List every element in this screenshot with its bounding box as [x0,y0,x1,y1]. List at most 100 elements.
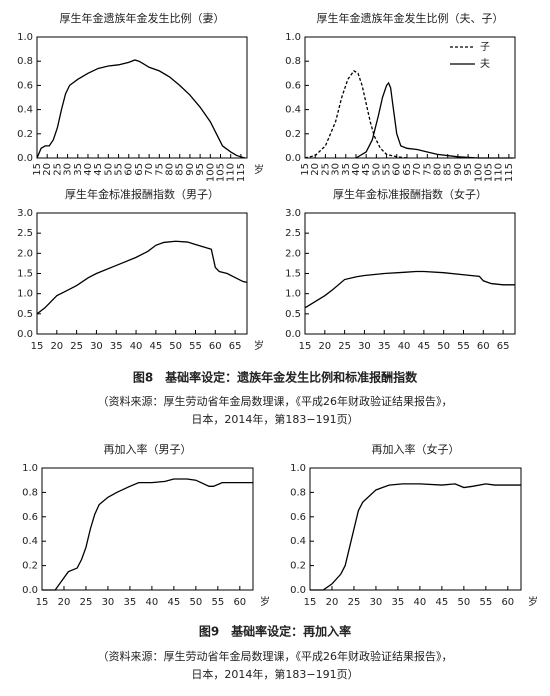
x-tick-label: 35 [378,341,391,352]
y-tick-label: 0.0 [285,329,301,340]
y-tick-label: 0.0 [22,585,38,596]
y-tick-label: 0.0 [290,585,306,596]
y-tick-label: 2.0 [17,248,33,259]
x-tick-label: 45 [93,163,104,176]
x-tick-label: 60 [233,597,246,608]
plot-frame [304,36,516,159]
x-tick-label: 95 [463,163,474,176]
x-tick-label: 60 [392,163,403,176]
x-tick-label: 55 [211,597,224,608]
x-tick-label: 15 [31,341,44,352]
plot-frame [304,212,516,335]
y-tick-label: 0.2 [17,129,33,140]
x-tick-label: 25 [320,163,331,176]
x-tick-label: 15 [299,341,312,352]
y-tick-label: 0.2 [285,129,301,140]
x-tick-label: 35 [341,163,352,176]
x-tick-label: 30 [90,341,103,352]
x-tick-label: 45 [168,597,181,608]
x-tick-label: 75 [154,163,165,176]
chart-title: 再加入率（男子） [104,442,192,456]
y-tick-label: 0.0 [17,329,33,340]
x-tick-label: 40 [351,163,362,176]
x-tick-label: 110 [226,163,237,182]
x-tick-label: 50 [103,163,114,176]
x-axis-label: 岁 [254,339,264,352]
x-tick-label: 35 [124,597,137,608]
figure-source: 日本，2014年，第183−191页） [191,412,358,426]
x-tick-label: 65 [497,341,510,352]
x-tick-label: 80 [165,163,176,176]
y-tick-label: 0.8 [17,56,33,67]
x-tick-label: 15 [300,163,311,176]
x-tick-label: 70 [412,163,423,176]
x-tick-label: 55 [457,341,470,352]
y-tick-label: 3.0 [17,208,33,219]
plot-frame [41,467,254,591]
x-tick-label: 40 [130,341,143,352]
y-tick-label: 0.6 [17,80,33,91]
y-tick-label: 0.2 [290,561,306,572]
y-tick-label: 0.6 [290,512,306,523]
x-tick-label: 60 [209,341,222,352]
x-tick-label: 40 [398,341,411,352]
x-tick-label: 65 [134,163,145,176]
figure-caption: 图9 基础率设定：再加入率 [199,624,351,639]
x-tick-label: 55 [479,597,492,608]
x-tick-label: 40 [414,597,427,608]
x-tick-label: 40 [146,597,159,608]
x-tick-label: 45 [361,163,372,176]
x-axis-label: 岁 [528,595,538,608]
figure-source: （资料来源：厚生劳动省年金局数理课，《平成26年财政验证结果报告》， [98,649,453,663]
y-tick-label: 1.0 [285,32,301,43]
y-tick-label: 0.8 [290,487,306,498]
x-tick-label: 65 [402,163,413,176]
x-tick-label: 20 [58,597,71,608]
x-tick-label: 30 [370,597,383,608]
y-tick-label: 3.0 [285,208,301,219]
y-tick-label: 0.4 [22,536,38,547]
x-tick-label: 50 [457,597,470,608]
y-tick-label: 0.2 [22,561,38,572]
x-tick-label: 115 [236,163,247,182]
x-tick-label: 110 [494,163,505,182]
x-tick-label: 100 [473,163,484,182]
x-tick-label: 30 [102,597,115,608]
figure-caption: 图8 基础率设定：遗族年金发生比例和标准报酬指数 [133,370,418,385]
y-tick-label: 2.5 [17,228,33,239]
x-tick-label: 95 [195,163,206,176]
x-tick-label: 85 [443,163,454,176]
y-tick-label: 2.5 [285,228,301,239]
y-tick-label: 1.0 [17,289,33,300]
y-tick-label: 1.0 [22,463,38,474]
data-line [304,70,408,159]
figure-source: （资料来源：厚生劳动省年金局数理课，《平成26年财政验证结果报告》， [98,394,453,408]
x-tick-label: 65 [229,341,242,352]
x-tick-label: 115 [504,163,515,182]
y-tick-label: 0.6 [285,80,301,91]
x-tick-label: 90 [185,163,196,176]
x-tick-label: 35 [392,597,405,608]
x-tick-label: 20 [326,597,339,608]
y-tick-label: 1.0 [285,289,301,300]
x-tick-label: 85 [175,163,186,176]
x-tick-label: 50 [371,163,382,176]
x-tick-label: 30 [63,163,74,176]
x-tick-label: 20 [310,163,321,176]
plot-frame [309,467,522,591]
x-tick-label: 15 [36,597,49,608]
chart-title: 厚生年金遗族年金发生比例（妻） [60,11,225,25]
x-tick-label: 15 [32,163,43,176]
y-tick-label: 0.8 [285,56,301,67]
data-line [355,81,513,159]
y-tick-label: 0.8 [22,487,38,498]
x-tick-label: 30 [331,163,342,176]
x-tick-label: 40 [83,163,94,176]
x-tick-label: 25 [70,341,83,352]
data-line [36,59,246,159]
x-tick-label: 45 [418,341,431,352]
x-axis-label: 岁 [260,595,270,608]
x-tick-label: 35 [110,341,123,352]
x-tick-label: 50 [437,341,450,352]
